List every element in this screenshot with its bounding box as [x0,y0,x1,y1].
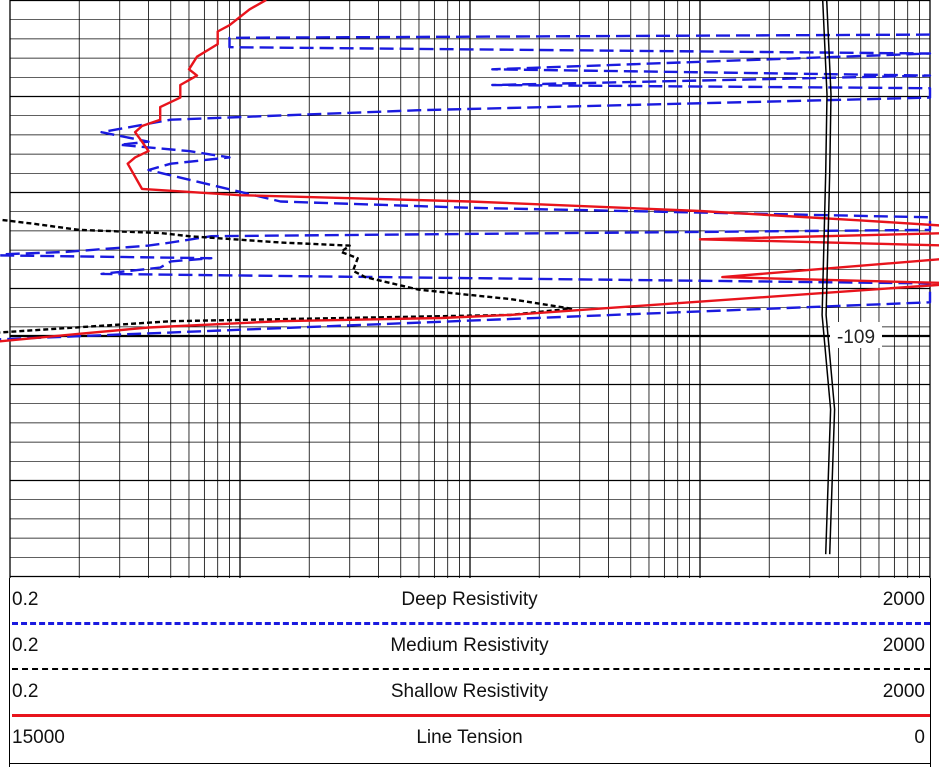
shallow-resistivity-curve [0,0,939,343]
legend-row-shallow-resistivity: 0.2 Shallow Resistivity 2000 [0,670,939,717]
header-frame-right [930,578,931,767]
line-tension-curve [821,0,832,555]
line-tension-curve-shadow [825,0,836,555]
annotations: -109 [830,322,882,348]
depth-label-box [830,322,882,348]
curve-name-label: Deep Resistivity [401,589,538,610]
track-header: 0.2 Deep Resistivity 2000 0.2 Medium Res… [0,578,939,767]
legend-row-line-tension: 15000 Line Tension 0 [0,716,939,762]
scale-max-label: 2000 [882,635,925,656]
legend-row-deep-resistivity: 0.2 Deep Resistivity 2000 [0,578,939,625]
scale-min-label: 0.2 [12,681,39,702]
medium-resistivity-curve [0,218,573,334]
scale-min-label: 0.2 [12,635,39,656]
curve-name-label: Medium Resistivity [390,635,549,656]
log-track-plot: -109 [0,0,939,578]
scale-max-label: 0 [914,727,925,748]
deep-resistivity-curve [0,33,932,341]
curves [0,0,939,555]
depth-annotation-label: -109 [837,327,875,348]
scale-min-label: 15000 [12,727,65,748]
deep-resistivity-line-swatch [12,622,930,625]
legend-row-medium-resistivity: 0.2 Medium Resistivity 2000 [0,624,939,670]
shallow-resistivity-line-swatch [12,714,930,717]
medium-resistivity-line-swatch [12,668,930,670]
scale-max-label: 2000 [882,589,925,610]
scale-min-label: 0.2 [12,589,39,610]
header-frame-bottom [9,763,930,764]
scale-max-label: 2000 [882,681,925,702]
grid [9,0,931,578]
curve-name-label: Line Tension [416,727,523,748]
header-frame-left [9,578,10,767]
curve-name-label: Shallow Resistivity [390,681,549,702]
